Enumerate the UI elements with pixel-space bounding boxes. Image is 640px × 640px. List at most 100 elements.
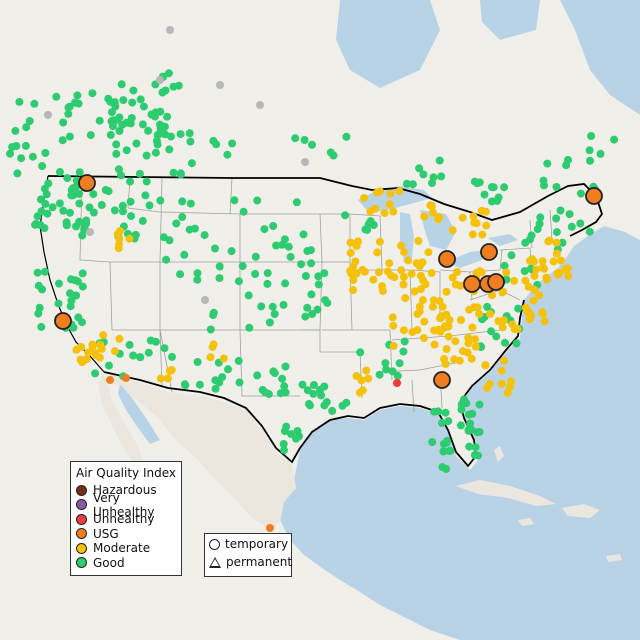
site-good [558,238,567,247]
site-good [375,370,384,379]
site-good [6,149,14,158]
site-moderate [508,320,517,329]
site-good [428,438,437,447]
site-moderate [538,263,547,272]
site-good [55,199,64,208]
site-good [419,170,428,179]
site-good [176,170,185,179]
site-moderate [523,308,532,317]
site-moderate [532,265,541,274]
site-moderate [428,302,437,311]
site-good [272,241,281,250]
site-moderate [374,268,383,277]
site-good [292,434,301,443]
site-good [127,114,136,122]
site-good [158,88,167,97]
site-moderate [125,234,134,243]
site-moderate [91,348,100,357]
site-moderate [399,280,408,289]
site-good [117,80,126,89]
site-good [155,129,164,138]
site-moderate [414,236,423,245]
site-good [160,122,169,131]
site-moderate [538,308,547,317]
site-good [320,269,329,278]
site-good [227,247,236,256]
site-moderate [499,316,508,325]
site-good [586,156,594,165]
site-moderate [529,257,538,266]
site-usg-temporary[interactable] [463,275,481,293]
site-moderate [420,334,428,342]
site-good [234,356,243,365]
site-usg-temporary[interactable] [438,250,456,268]
site-good [88,89,97,98]
site-good [38,162,47,170]
site-good [215,274,224,283]
site-moderate [471,342,480,351]
site-good [280,446,288,455]
site-moderate [500,356,509,365]
site-good [41,199,50,208]
site-usg-temporary[interactable] [480,243,498,261]
site-legend-label-permanent: permanent [226,555,293,569]
site-good [209,311,218,319]
site-usg-temporary[interactable] [433,371,451,389]
site-moderate [530,271,539,280]
site-good [118,120,127,129]
site-good [475,400,484,409]
site-good [193,275,202,284]
site-good [142,151,151,160]
site-moderate [502,268,511,277]
site-usg-temporary[interactable] [54,312,72,330]
site-usg-temporary[interactable] [585,187,603,205]
site-moderate [437,312,446,321]
site-moderate [369,275,378,284]
site-moderate [97,344,106,353]
site-good [151,108,160,117]
site-moderate [219,354,228,363]
site-moderate [424,248,433,257]
aqi-legend-label: Unhealthy [93,512,155,527]
site-moderate [445,316,454,324]
lake-erie [446,250,488,268]
site-good [117,171,125,180]
site-good [156,196,165,205]
site-good [437,172,446,181]
site-moderate [357,376,366,385]
site-moderate [416,271,425,280]
site-good [110,206,119,215]
site-moderate [415,307,424,316]
site-good [91,369,100,378]
us-national-border [47,175,604,468]
site-moderate [440,354,448,363]
site-good [475,427,484,436]
site-moderate [438,302,447,311]
site-good [38,285,47,294]
site-moderate [364,374,373,383]
site-good [34,309,43,318]
site-good [169,168,178,177]
site-good [489,183,498,192]
site-good [69,323,78,332]
site-moderate [349,286,357,295]
site-good [86,131,95,140]
site-moderate [346,248,355,257]
site-good [543,159,552,168]
site-good [12,142,21,150]
site-good [75,168,84,177]
site-good [309,389,318,398]
aqi-legend-label: Very Unhealthy [93,490,155,519]
site-good [119,96,128,105]
hispaniola [562,504,600,518]
site-good [308,310,317,318]
site-good [278,240,287,249]
site-good [89,190,98,199]
site-moderate [385,259,394,268]
site-good [193,358,202,366]
site-good [106,130,115,139]
site-usg-temporary[interactable] [487,273,505,291]
site-moderate [507,377,516,386]
site-usg-temporary[interactable] [78,174,96,192]
